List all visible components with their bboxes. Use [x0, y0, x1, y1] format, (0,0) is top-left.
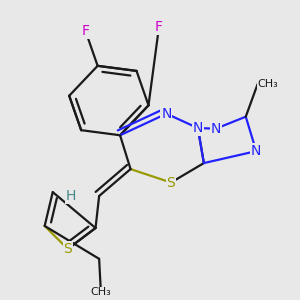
Text: S: S — [167, 176, 175, 190]
Text: F: F — [82, 24, 90, 38]
Text: CH₃: CH₃ — [258, 79, 278, 89]
Text: N: N — [193, 121, 203, 135]
Text: S: S — [63, 242, 72, 256]
Text: F: F — [155, 20, 163, 34]
Text: N: N — [161, 107, 172, 121]
Text: H: H — [65, 189, 76, 203]
Text: N: N — [211, 122, 221, 136]
Text: CH₃: CH₃ — [90, 287, 111, 297]
Text: N: N — [251, 144, 261, 158]
